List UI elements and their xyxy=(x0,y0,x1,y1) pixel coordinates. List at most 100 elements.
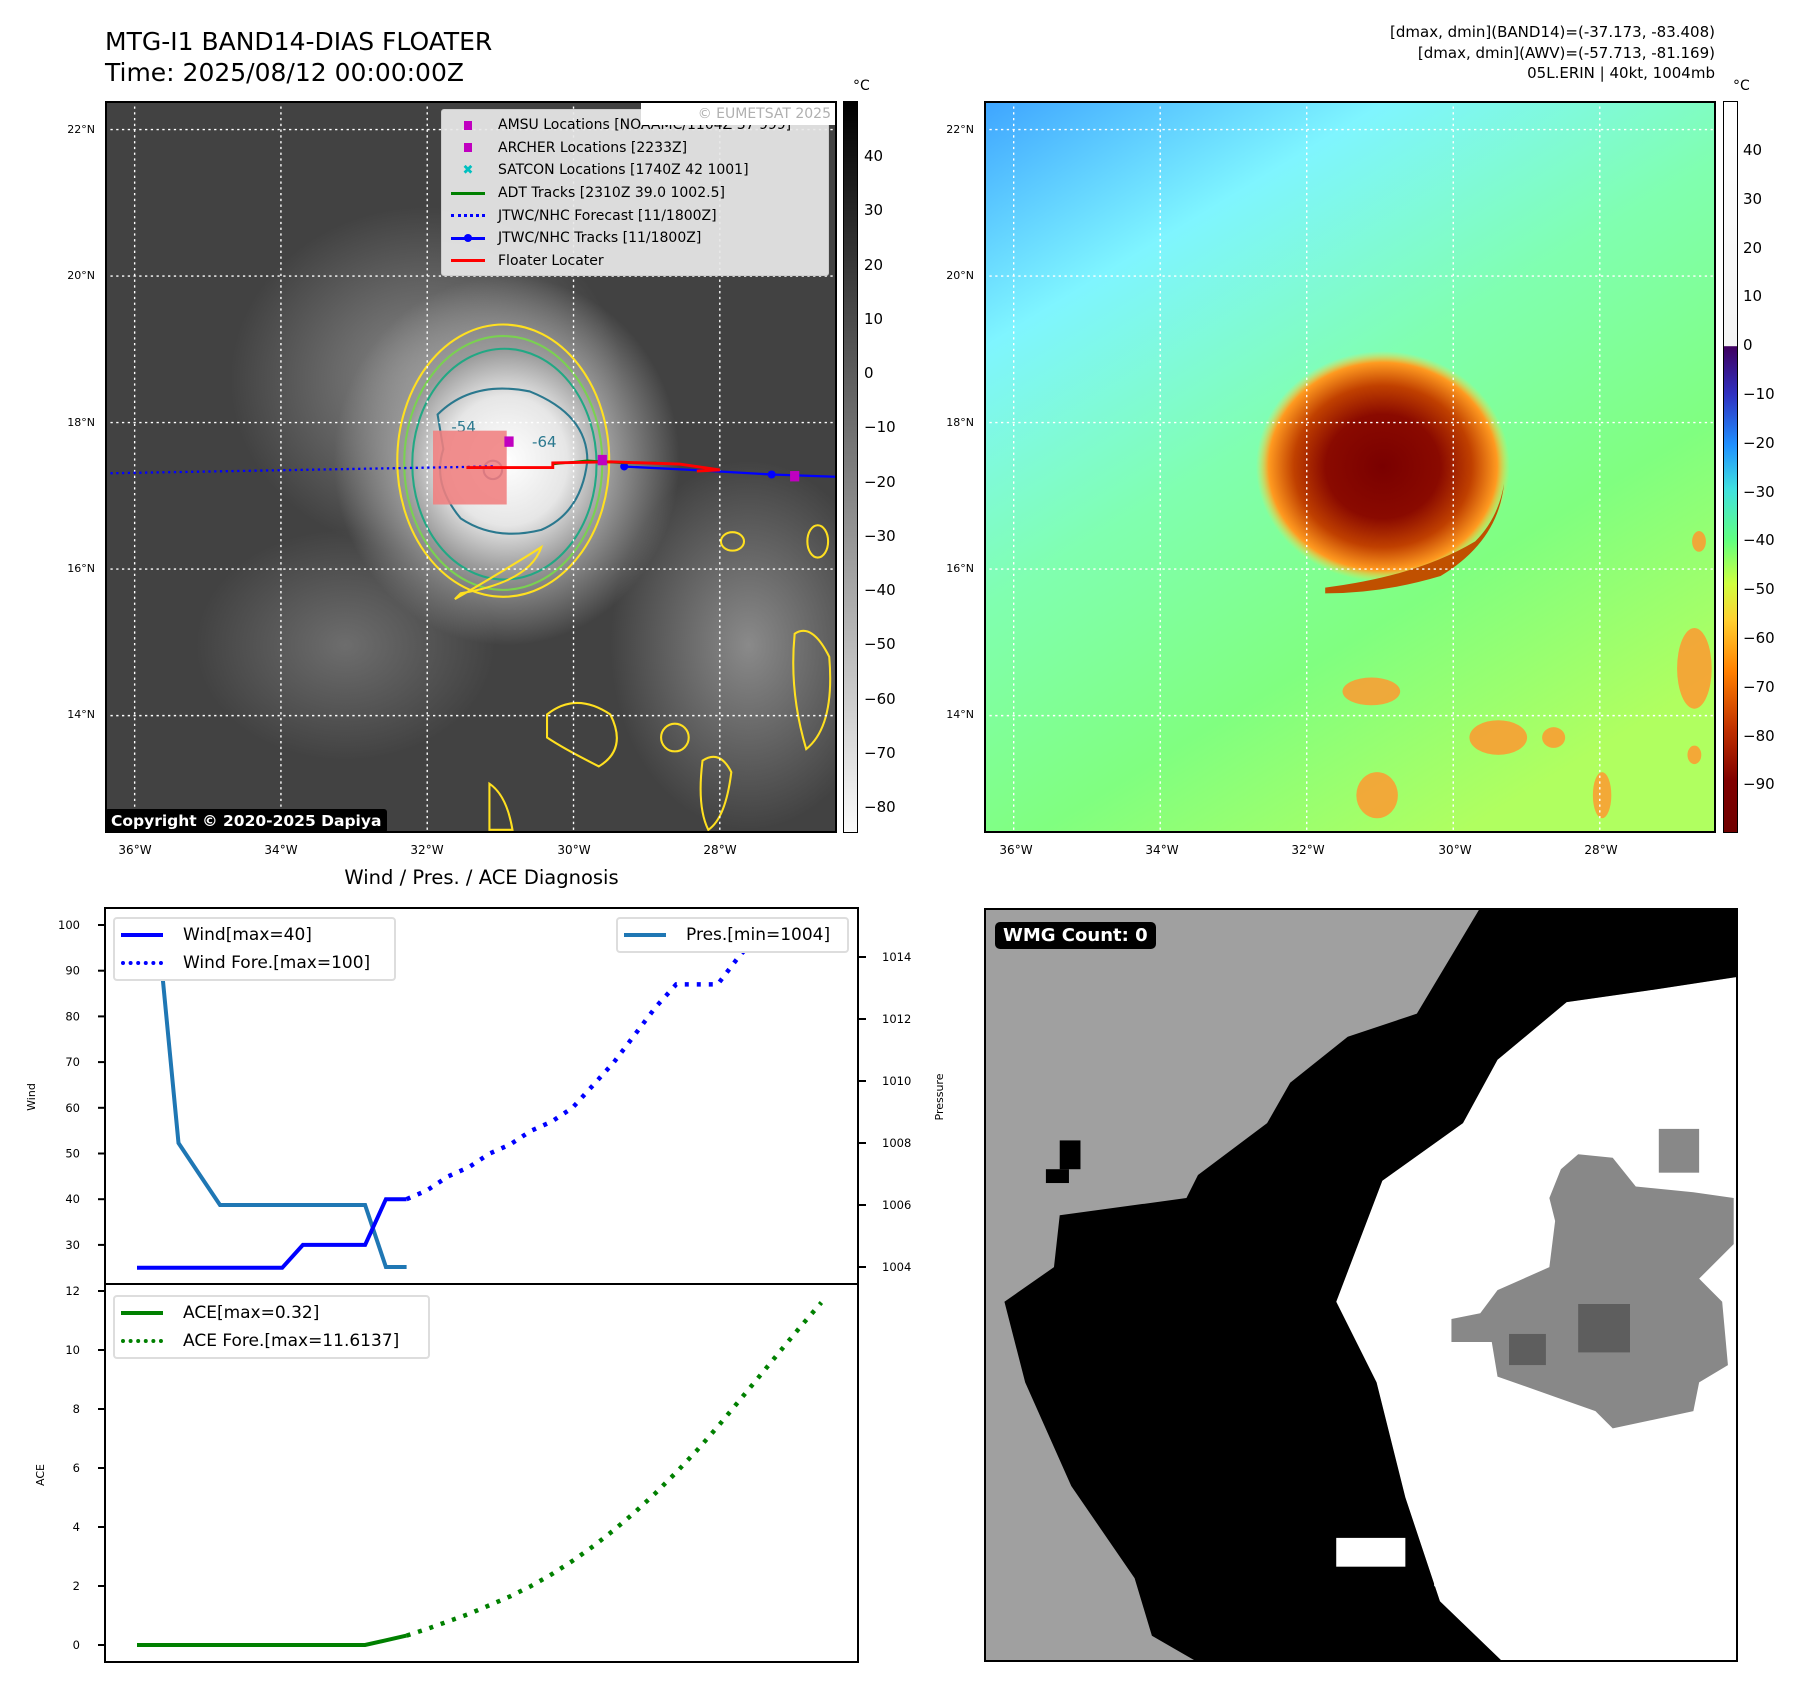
colorbar-tick-label: −70 xyxy=(864,743,896,762)
line-icon xyxy=(624,933,674,937)
dotted-line-icon xyxy=(448,214,488,218)
lat-label: 20°N xyxy=(946,269,974,282)
ace-forecast-line xyxy=(405,1301,824,1638)
colorbar-tick-label: −80 xyxy=(1743,726,1775,745)
pressure-legend: Pres.[min=1004] xyxy=(616,917,849,953)
colorbar-tick-label: −70 xyxy=(1743,677,1775,696)
colorbar-tick-label: 20 xyxy=(864,255,884,274)
legend-satcon: ✖ SATCON Locations [1740Z 42 1001] xyxy=(448,159,822,182)
legend-label: ARCHER Locations [2233Z] xyxy=(498,139,688,156)
legend-ace-forecast: ACE Fore.[max=11.6137] xyxy=(121,1327,422,1355)
wind-tick-label: 50 xyxy=(65,1147,80,1161)
wind-tick-label: 60 xyxy=(65,1101,80,1115)
wind-tick-label: 100 xyxy=(58,918,80,932)
line-dot-icon xyxy=(448,233,488,242)
pressure-tick-label: 1004 xyxy=(882,1260,911,1274)
colorbar-tick-label: 40 xyxy=(1743,141,1763,159)
line-icon xyxy=(121,933,171,937)
legend-label: Wind Fore.[max=100] xyxy=(183,953,371,973)
floater-locater-track xyxy=(466,460,721,473)
colorbar-tick-label: 30 xyxy=(1743,189,1763,208)
track-point xyxy=(620,462,629,471)
colorbar-tick-label: −50 xyxy=(864,635,896,654)
colorbar-tick-label: −90 xyxy=(1743,775,1775,794)
colorbar-tick-label: 40 xyxy=(864,147,884,165)
convective-cells xyxy=(1342,531,1712,819)
ace-tick-label: 6 xyxy=(73,1461,80,1475)
lon-label: 32°W xyxy=(410,843,444,857)
colorbar-tick-label: 0 xyxy=(864,364,874,382)
legend-label: Floater Locater xyxy=(498,252,604,269)
wind-tick-label: 90 xyxy=(65,964,80,978)
wind-tick-label: 40 xyxy=(65,1192,80,1206)
lat-label: 22°N xyxy=(946,123,974,136)
line-icon xyxy=(448,259,488,263)
colorbar-tick-label: −40 xyxy=(864,581,896,599)
legend-label: ACE[max=0.32] xyxy=(183,1303,320,1323)
colorbar-tick-label: −10 xyxy=(864,418,896,437)
amsu-marker xyxy=(790,471,800,482)
square-marker-icon xyxy=(448,143,488,153)
colorbar-tick-label: −10 xyxy=(1743,385,1775,403)
legend-label: JTWC/NHC Tracks [11/1800Z] xyxy=(498,230,702,247)
pressure-tick-label: 1014 xyxy=(882,950,911,964)
ace-legend: ACE[max=0.32] ACE Fore.[max=11.6137] xyxy=(113,1295,430,1359)
ace-tick-label: 4 xyxy=(73,1520,80,1534)
square-marker-icon xyxy=(448,120,488,130)
lon-label: 28°W xyxy=(1584,843,1618,857)
ace-tick-label: 8 xyxy=(73,1402,80,1416)
ace-axis-label: ACE xyxy=(34,1464,47,1486)
legend-label: SATCON Locations [1740Z 42 1001] xyxy=(498,162,749,179)
dotted-line-icon xyxy=(121,1339,171,1343)
track-point xyxy=(767,470,776,479)
colorbar-tick-label: 10 xyxy=(1743,287,1763,306)
legend-label: Wind[max=40] xyxy=(183,925,312,945)
storm-info: [dmax, dmin](BAND14)=(-37.173, -83.408) … xyxy=(1390,22,1715,84)
wind-axis-label: Wind xyxy=(25,1083,38,1111)
wind-tick-label: 30 xyxy=(65,1238,80,1252)
ace-tick-label: 12 xyxy=(65,1284,80,1298)
legend-pressure: Pres.[min=1004] xyxy=(624,921,841,949)
legend-label: ADT Tracks [2310Z 39.0 1002.5] xyxy=(498,185,725,202)
awv-colorbar xyxy=(1723,101,1738,833)
rainband xyxy=(1325,483,1505,594)
colorbar-tick-label: −30 xyxy=(1743,482,1775,501)
ace-tick-label: 10 xyxy=(65,1343,80,1357)
legend-tracks: JTWC/NHC Tracks [11/1800Z] xyxy=(448,227,822,250)
map-legend: AMSU Locations [NOAAMC/1104Z 37 999] ARC… xyxy=(441,109,829,276)
storm-summary: 05L.ERIN | 40kt, 1004mb xyxy=(1527,64,1715,82)
lon-label: 28°W xyxy=(703,843,737,857)
pressure-axis-label: Pressure xyxy=(933,1073,946,1120)
wind-tick-label: 80 xyxy=(65,1009,80,1023)
pressure-tick-label: 1012 xyxy=(882,1012,911,1026)
dotted-line-icon xyxy=(121,961,171,965)
diagnosis-chart: 1009080706050403010141012101010081006100… xyxy=(25,907,946,1663)
forecast-track xyxy=(107,465,496,475)
band14-range: [dmax, dmin](BAND14)=(-37.173, -83.408) xyxy=(1390,23,1715,41)
wind-tick-label: 70 xyxy=(65,1055,80,1069)
wmg-panel xyxy=(984,908,1738,1662)
awv-map xyxy=(984,101,1716,833)
legend-label: Pres.[min=1004] xyxy=(686,925,831,945)
title-time: Time: 2025/08/12 00:00:00Z xyxy=(105,58,464,87)
x-marker-icon: ✖ xyxy=(462,162,474,178)
wind-legend: Wind[max=40] Wind Fore.[max=100] xyxy=(113,917,396,981)
pressure-line xyxy=(137,924,407,1269)
colorbar-tick-label: −80 xyxy=(864,798,896,816)
legend-adt: ADT Tracks [2310Z 39.0 1002.5] xyxy=(448,182,822,205)
colorbar-tick-label: −20 xyxy=(1743,433,1775,452)
lat-label: 18°N xyxy=(946,416,974,429)
colorbar-tick-label: −60 xyxy=(864,689,896,708)
legend-wind: Wind[max=40] xyxy=(121,921,388,949)
watermark: © EUMETSAT 2025 xyxy=(641,103,835,125)
lat-label: 22°N xyxy=(67,123,95,136)
lat-label: 16°N xyxy=(67,562,95,575)
nhc-track xyxy=(621,465,835,478)
pressure-tick-label: 1006 xyxy=(882,1198,911,1212)
awv-range: [dmax, dmin](AWV)=(-57.713, -81.169) xyxy=(1417,43,1715,62)
line-icon xyxy=(121,1311,171,1315)
diagnosis-title: Wind / Pres. / ACE Diagnosis xyxy=(344,866,619,889)
colorbar-tick-label: −20 xyxy=(864,472,896,491)
colorbar-tick-label: −50 xyxy=(1743,580,1775,599)
contour-label: -64 xyxy=(532,433,556,451)
